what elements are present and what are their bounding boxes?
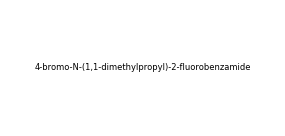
- Text: 4-bromo-N-(1,1-dimethylpropyl)-2-fluorobenzamide: 4-bromo-N-(1,1-dimethylpropyl)-2-fluorob…: [34, 64, 251, 72]
